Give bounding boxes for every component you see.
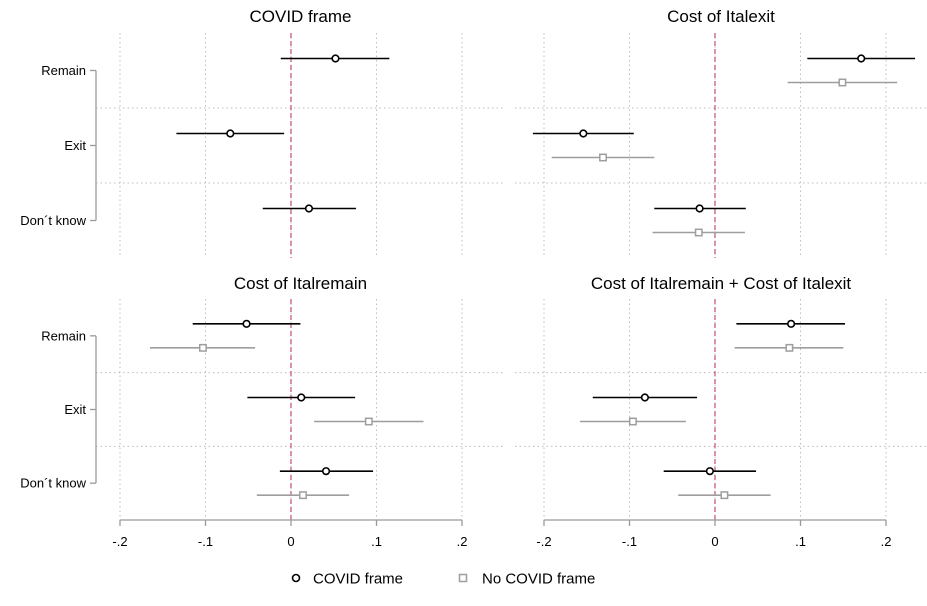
point-estimate-square — [838, 78, 847, 87]
panel-title: Cost of Italremain + Cost of Italexit — [591, 274, 852, 293]
point-estimate-circle — [857, 54, 866, 63]
legend-square-marker — [458, 573, 468, 583]
category-label: Remain — [41, 63, 86, 78]
panel-title: Cost of Italexit — [667, 7, 775, 26]
point-estimate-circle — [695, 204, 704, 213]
category-label: Don´t know — [20, 476, 86, 491]
panel-4: Cost of Italremain + Cost of Italexit -.2… — [515, 274, 927, 549]
category-label: Exit — [64, 138, 86, 153]
legend-label: COVID frame — [313, 571, 403, 588]
panel-3: Cost of Italremain Remain Exit Don´t know -.… — [20, 274, 505, 549]
point-estimate-circle — [331, 54, 340, 63]
point-estimate-circle — [579, 129, 588, 138]
category-label: Don´t know — [20, 213, 86, 228]
point-estimate-square — [198, 343, 207, 352]
point-estimate-circle — [242, 319, 251, 328]
point-estimate-circle — [705, 467, 714, 476]
point-estimate-square — [299, 491, 307, 500]
x-tick-label: 0 — [711, 534, 718, 549]
panel-2: Cost of Italexit — [515, 7, 927, 258]
panel-1: COVID frame Remain Exit Don´t know — [20, 7, 505, 258]
point-estimate-square — [628, 417, 637, 426]
legend-circle-marker — [291, 573, 301, 583]
point-estimate-circle — [786, 319, 796, 328]
x-tick-label: -.1 — [198, 534, 213, 549]
point-estimate-circle — [640, 393, 649, 402]
x-tick-label: .1 — [795, 534, 806, 549]
panel-title: COVID frame — [249, 7, 351, 26]
category-label: Remain — [41, 328, 86, 343]
legend-label: No COVID frame — [482, 571, 595, 588]
point-estimate-square — [694, 228, 703, 237]
x-tick-label: .1 — [371, 534, 382, 549]
panel-title: Cost of Italremain — [234, 274, 367, 293]
point-estimate-circle — [304, 204, 314, 213]
point-estimate-square — [364, 417, 373, 426]
point-estimate-circle — [321, 467, 331, 476]
category-label: Exit — [64, 402, 86, 417]
x-tick-label: -.2 — [536, 534, 551, 549]
x-tick-label: 0 — [287, 534, 294, 549]
legend: COVID frame No COVID frame — [291, 571, 595, 588]
point-estimate-square — [785, 343, 794, 352]
x-tick-label: .2 — [457, 534, 468, 549]
point-estimate-square — [599, 153, 607, 162]
x-tick-label: .2 — [881, 534, 892, 549]
point-estimate-square — [720, 491, 729, 500]
x-tick-label: -.2 — [112, 534, 127, 549]
x-tick-label: -.1 — [622, 534, 637, 549]
point-estimate-circle — [297, 393, 306, 402]
point-estimate-circle — [226, 129, 235, 138]
